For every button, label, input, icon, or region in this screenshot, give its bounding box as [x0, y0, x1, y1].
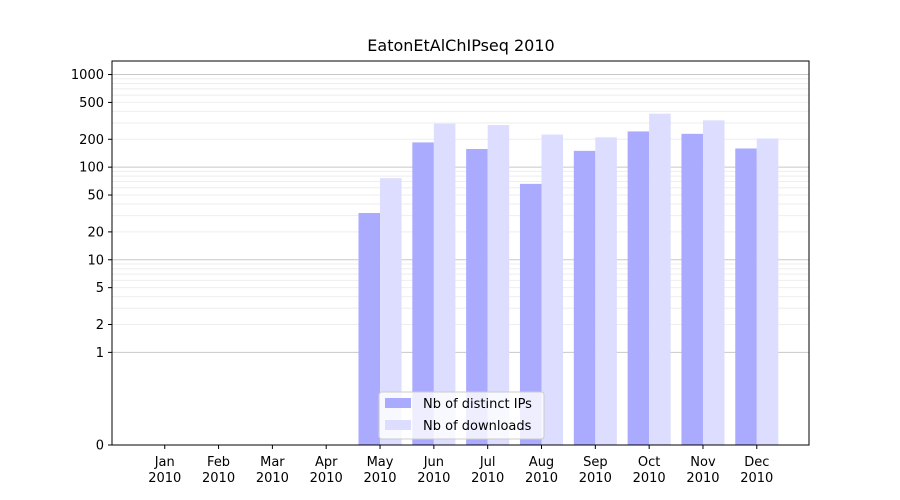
x-axis: Jan2010Feb2010Mar2010Apr2010May2010Jun20… [148, 445, 773, 486]
y-axis: 0 1 2 5 10 20 50 100 200 500 1000 [71, 68, 112, 454]
legend-swatch-downloads [385, 420, 411, 430]
bar-downloads-aug [541, 134, 564, 446]
legend-label-distinct-ips: Nb of distinct IPs [423, 397, 532, 412]
x-tick-label-month: Nov [690, 455, 716, 470]
x-tick-label-month: Dec [744, 455, 769, 470]
bars [358, 113, 779, 446]
plot-frame [111, 60, 810, 446]
y-tick-label: 20 [87, 225, 104, 240]
bar-distinct-ips-jun [412, 142, 434, 445]
bar-distinct-ips-nov [681, 133, 703, 446]
legend-swatch-distinct-ips [385, 398, 411, 408]
bar-distinct-ips-oct [627, 131, 650, 445]
y-tick-label: 500 [79, 96, 104, 111]
x-tick-label-month: Apr [315, 455, 338, 470]
x-tick-label-year: 2010 [417, 471, 450, 486]
x-tick-label-year: 2010 [256, 471, 289, 486]
x-tick-label-month: Aug [529, 455, 554, 470]
y-tick-label: 2 [96, 318, 104, 333]
x-tick-label-year: 2010 [686, 471, 719, 486]
chart-title: EatonEtAlChIPseq 2010 [367, 36, 554, 55]
bar-downloads-sep [595, 137, 617, 446]
x-tick-label-month: Oct [638, 455, 660, 470]
bar-downloads-dec [756, 138, 779, 446]
bar-downloads-nov [702, 120, 725, 445]
bar-distinct-ips-jul [466, 149, 488, 446]
bar-distinct-ips-dec [735, 148, 757, 446]
legend-box [378, 391, 545, 440]
y-tick-label: 50 [87, 189, 104, 204]
y-tick-label: 100 [79, 161, 104, 176]
x-tick-label-year: 2010 [633, 471, 666, 486]
y-tick-label: 1000 [71, 68, 104, 83]
x-tick-label-month: Sep [583, 455, 608, 470]
y-tick-label: 200 [79, 133, 104, 148]
bar-downloads-may [380, 178, 402, 446]
bar-distinct-ips-aug [519, 183, 542, 445]
bar-downloads-jun [433, 123, 456, 445]
x-tick-label-year: 2010 [202, 471, 235, 486]
bar-downloads-jul [487, 125, 510, 445]
x-tick-label-month: Jul [479, 455, 496, 470]
y-tick-label: 5 [96, 281, 104, 296]
bar-downloads-oct [649, 113, 671, 446]
x-tick-label-year: 2010 [525, 471, 558, 486]
x-tick-label-month: May [367, 455, 394, 470]
y-tick-label: 1 [96, 346, 104, 361]
x-tick-label-month: Mar [260, 455, 285, 470]
x-tick-label-month: Jun [423, 455, 444, 470]
x-tick-label-year: 2010 [148, 471, 181, 486]
legend: Nb of distinct IPs Nb of downloads [378, 391, 545, 440]
x-tick-label-year: 2010 [310, 471, 343, 486]
x-tick-label-year: 2010 [740, 471, 773, 486]
x-tick-label-year: 2010 [363, 471, 396, 486]
y-tick-label: 10 [87, 253, 104, 268]
x-tick-label-month: Jan [154, 455, 175, 470]
y-tick-label: 0 [96, 439, 104, 454]
x-tick-label-month: Feb [207, 455, 230, 470]
bar-distinct-ips-may [358, 212, 381, 445]
bar-distinct-ips-sep [573, 150, 596, 446]
x-tick-label-year: 2010 [579, 471, 612, 486]
legend-label-downloads: Nb of downloads [423, 419, 532, 434]
x-tick-label-year: 2010 [471, 471, 504, 486]
